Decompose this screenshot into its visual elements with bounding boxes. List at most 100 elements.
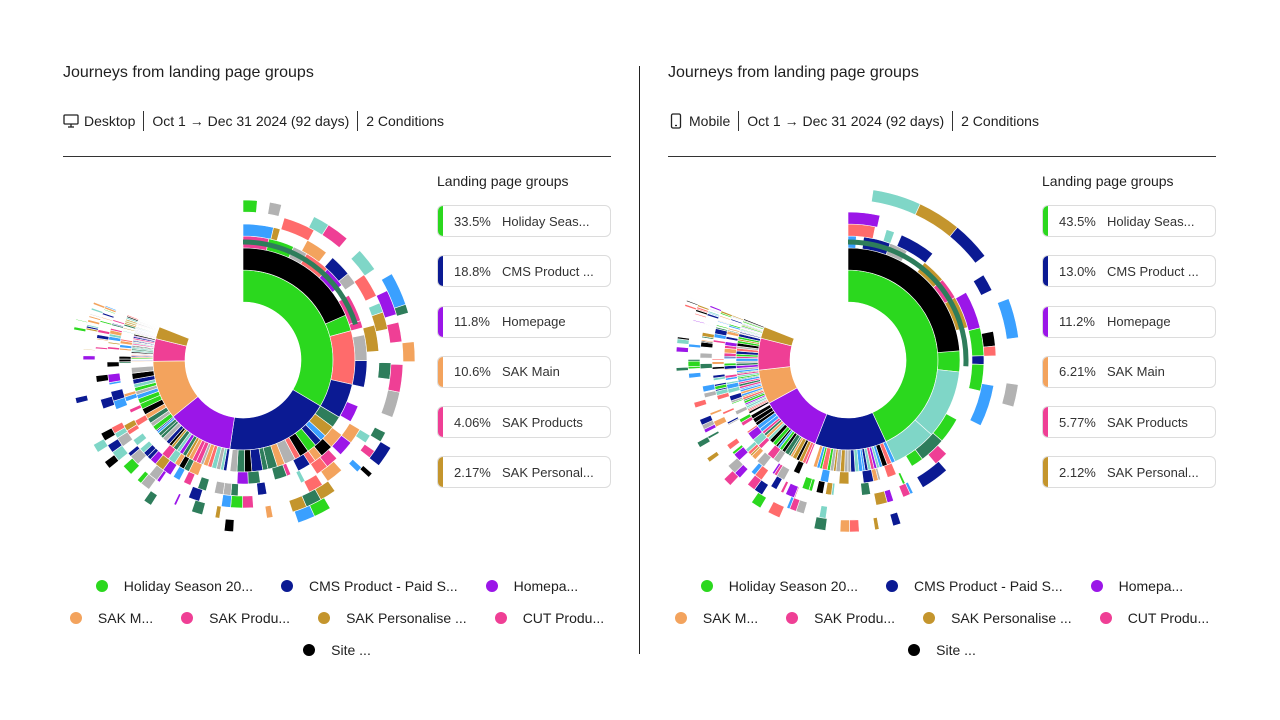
sunburst-outer-segment[interactable] [770, 475, 783, 490]
sunburst-outer-segment[interactable] [321, 224, 348, 249]
sunburst-outer-segment[interactable] [751, 492, 767, 509]
sunburst-outer-segment[interactable] [368, 441, 392, 466]
sunburst-outer-segment[interactable] [118, 355, 132, 360]
sunburst-outer-segment[interactable] [971, 355, 985, 365]
landing-group-card[interactable]: 18.8% CMS Product ... [437, 255, 611, 288]
sunburst-outer-segment[interactable] [301, 239, 327, 263]
sunburst-outer-segment[interactable] [172, 466, 186, 481]
landing-group-card[interactable]: 11.8% Homepage [437, 305, 611, 338]
sunburst-outer-segment[interactable] [126, 314, 140, 321]
legend-item[interactable]: SAK Personalise ... [923, 610, 1072, 626]
sunburst-outer-segment[interactable] [818, 505, 828, 519]
sunburst-outer-segment[interactable] [981, 330, 996, 348]
landing-group-card[interactable]: 6.21% SAK Main [1042, 355, 1216, 388]
sunburst-outer-segment[interactable] [183, 471, 196, 486]
sunburst-outer-segment[interactable] [711, 366, 725, 370]
sunburst-outer-segment[interactable] [82, 355, 96, 361]
sunburst-outer-segment[interactable] [122, 457, 140, 475]
sunburst-outer-segment[interactable] [83, 348, 96, 351]
sunburst-outer-segment[interactable] [401, 341, 416, 362]
sunburst-outer-segment[interactable] [684, 303, 698, 311]
sunburst-outer-segment[interactable] [320, 460, 343, 482]
sunburst-outer-segment[interactable] [882, 229, 895, 244]
landing-group-card[interactable]: 11.2% Homepage [1042, 305, 1216, 338]
sunburst-outer-segment[interactable] [724, 341, 738, 348]
sunburst-outer-segment[interactable] [107, 372, 122, 383]
sunburst-outer-segment[interactable] [92, 438, 109, 453]
sunburst-outer-segment[interactable] [734, 405, 748, 416]
sunburst-outer-segment[interactable] [687, 359, 701, 362]
sunburst-outer-segment[interactable] [264, 505, 274, 519]
sunburst-outer-segment[interactable] [128, 404, 143, 414]
sunburst-outer-segment[interactable] [709, 305, 722, 312]
sunburst-outer-segment[interactable] [861, 469, 875, 484]
sunburst-outer-segment[interactable] [687, 360, 701, 367]
sunburst-outer-segment[interactable] [107, 341, 121, 346]
sunburst-outer-segment[interactable] [96, 334, 110, 341]
sunburst-outer-segment[interactable] [896, 234, 934, 264]
sunburst-outer-segment[interactable] [785, 482, 799, 499]
sunburst-outer-segment[interactable] [362, 324, 380, 353]
sunburst-outer-segment[interactable] [97, 329, 111, 335]
sunburst-outer-segment[interactable] [825, 481, 834, 496]
legend-item[interactable]: Site ... [908, 642, 976, 658]
legend-item[interactable]: CMS Product - Paid S... [281, 578, 458, 594]
sunburst-outer-segment[interactable] [687, 296, 700, 303]
sunburst-outer-segment[interactable] [101, 312, 115, 319]
sunburst-outer-segment[interactable] [750, 462, 763, 476]
sunburst-step2-segment[interactable] [130, 365, 154, 374]
sunburst-outer-segment[interactable] [107, 346, 120, 351]
legend-item[interactable]: Homepa... [485, 578, 578, 594]
legend-item[interactable]: CUT Produ... [1099, 610, 1209, 626]
sunburst-outer-segment[interactable] [968, 363, 985, 392]
sunburst-outer-segment[interactable] [92, 301, 106, 309]
sunburst-outer-segment[interactable] [872, 517, 880, 531]
conditions-filter[interactable]: 2 Conditions [961, 113, 1039, 129]
sunburst-outer-segment[interactable] [703, 390, 717, 399]
sunburst-outer-segment[interactable] [711, 361, 725, 365]
sunburst-outer-segment[interactable] [213, 480, 226, 495]
sunburst-site-exit-segment[interactable] [242, 247, 347, 325]
sunburst-outer-segment[interactable] [87, 319, 101, 326]
sunburst-outer-segment[interactable] [723, 470, 739, 486]
landing-group-card[interactable]: 33.5% Holiday Seas... [437, 205, 611, 237]
sunburst-outer-segment[interactable] [1001, 382, 1019, 408]
sunburst-outer-segment[interactable] [883, 462, 897, 478]
sunburst-outer-segment[interactable] [214, 505, 222, 519]
sunburst-chart[interactable] [668, 170, 1038, 540]
sunburst-outer-segment[interactable] [839, 519, 850, 533]
sunburst-outer-segment[interactable] [838, 471, 850, 485]
sunburst-outer-segment[interactable] [685, 299, 699, 306]
sunburst-outer-segment[interactable] [700, 339, 714, 343]
sunburst-outer-segment[interactable] [98, 323, 112, 328]
sunburst-outer-segment[interactable] [242, 495, 254, 509]
sunburst-outer-segment[interactable] [352, 334, 368, 361]
sunburst-step2-segment[interactable] [847, 449, 852, 473]
sunburst-outer-segment[interactable] [338, 273, 356, 291]
device-filter[interactable]: Mobile [668, 111, 738, 131]
sunburst-outer-segment[interactable] [905, 449, 923, 467]
sunburst-outer-segment[interactable] [889, 511, 902, 527]
sunburst-outer-segment[interactable] [295, 469, 306, 484]
sunburst-outer-segment[interactable] [731, 444, 744, 455]
sunburst-outer-segment[interactable] [847, 211, 881, 228]
landing-group-card[interactable]: 2.12% SAK Personal... [1042, 456, 1216, 489]
sunburst-outer-segment[interactable] [380, 389, 401, 418]
sunburst-outer-segment[interactable] [292, 453, 311, 472]
sunburst-outer-segment[interactable] [75, 318, 88, 324]
legend-item[interactable]: SAK M... [674, 610, 758, 626]
sunburst-outer-segment[interactable] [694, 312, 707, 319]
sunburst-outer-segment[interactable] [723, 362, 737, 367]
device-filter[interactable]: Desktop [63, 111, 143, 131]
sunburst-outer-segment[interactable] [146, 430, 157, 439]
sunburst-outer-segment[interactable] [712, 339, 726, 344]
sunburst-outer-segment[interactable] [722, 407, 735, 415]
sunburst-outer-segment[interactable] [725, 336, 739, 342]
sunburst-inner-segment[interactable] [814, 412, 887, 451]
sunburst-outer-segment[interactable] [369, 426, 386, 443]
landing-group-card[interactable]: 2.17% SAK Personal... [437, 456, 611, 489]
sunburst-step2-segment[interactable] [229, 449, 239, 473]
sunburst-outer-segment[interactable] [353, 274, 377, 302]
sunburst-outer-segment[interactable] [676, 336, 690, 341]
sunburst-outer-segment[interactable] [107, 438, 123, 453]
